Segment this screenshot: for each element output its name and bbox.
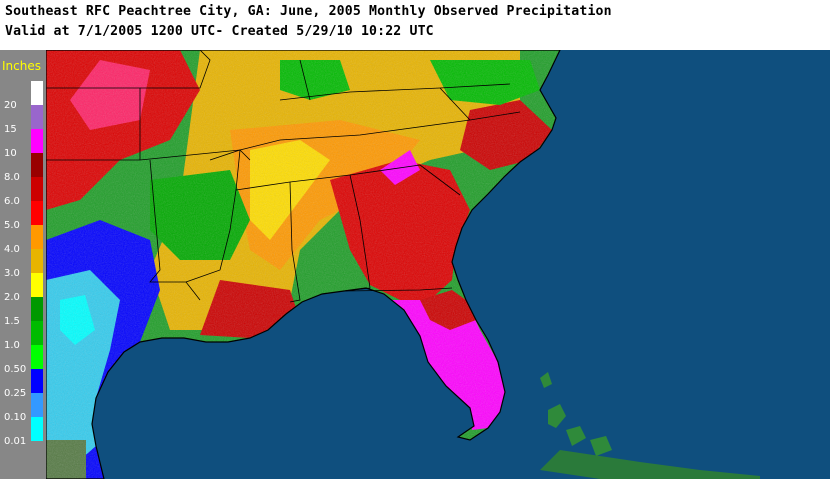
legend-label: 1.5 <box>4 316 20 327</box>
legend-label: 5.0 <box>4 220 20 231</box>
legend-swatch <box>31 225 43 249</box>
legend-swatch <box>31 177 43 201</box>
islands <box>540 372 760 479</box>
legend-label: 2.0 <box>4 292 20 303</box>
legend-swatch <box>31 153 43 177</box>
legend-swatch <box>31 201 43 225</box>
legend-label: 6.0 <box>4 196 20 207</box>
legend-label: 1.0 <box>4 340 20 351</box>
legend-swatch <box>31 129 43 153</box>
legend-label: 0.10 <box>4 412 27 423</box>
legend-swatch <box>31 393 43 417</box>
legend-swatch <box>31 81 43 105</box>
precip-legend: Inches 20 15 10 8.0 6.0 5.0 4.0 3.0 2.0 1.5 1.0 0.5… <box>0 50 46 479</box>
legend-title: Inches <box>2 59 41 73</box>
legend-swatch <box>31 369 43 393</box>
legend-label: 4.0 <box>4 244 20 255</box>
legend-swatch <box>31 297 43 321</box>
map-header: Southeast RFC Peachtree City, GA: June, … <box>0 0 830 50</box>
legend-swatch <box>31 345 43 369</box>
legend-swatch <box>31 321 43 345</box>
legend-label: 0.25 <box>4 388 27 399</box>
legend-swatch <box>31 105 43 129</box>
legend-swatch <box>31 417 43 441</box>
legend-label: 3.0 <box>4 268 20 279</box>
precipitation-map <box>0 50 830 479</box>
legend-label: 0.50 <box>4 364 27 375</box>
legend-label: 0.01 <box>4 436 27 447</box>
legend-label: 10 <box>4 148 17 159</box>
legend-label: 20 <box>4 100 17 111</box>
legend-swatch <box>31 273 43 297</box>
legend-label: 8.0 <box>4 172 20 183</box>
map-valid-time: Valid at 7/1/2005 1200 UTC- Created 5/29… <box>5 24 434 39</box>
map-title: Southeast RFC Peachtree City, GA: June, … <box>5 4 612 19</box>
legend-label: 15 <box>4 124 17 135</box>
state-boundaries <box>46 50 521 303</box>
legend-swatch <box>31 249 43 273</box>
